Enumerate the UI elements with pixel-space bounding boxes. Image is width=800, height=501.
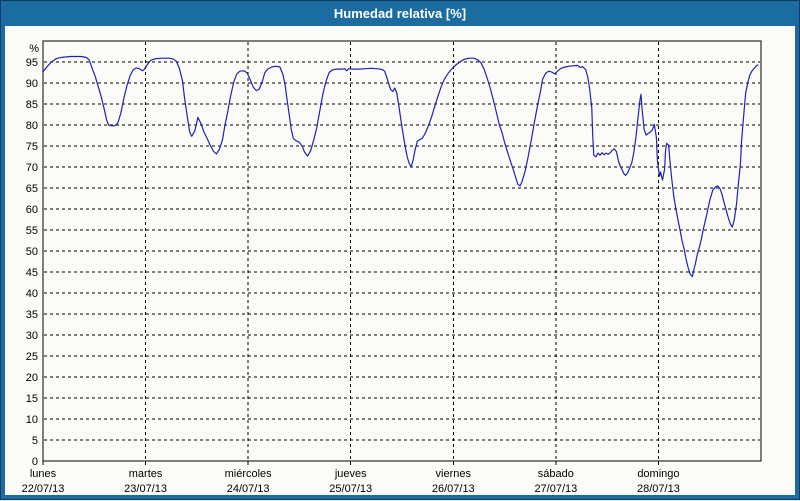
y-tick-label: 40 bbox=[26, 288, 38, 300]
x-date-label: 26/07/13 bbox=[432, 483, 475, 495]
y-tick-label: 65 bbox=[26, 183, 38, 195]
x-day-label: viernes bbox=[436, 468, 472, 480]
chart-title: Humedad relativa [%] bbox=[333, 6, 467, 21]
y-tick-label: 35 bbox=[26, 309, 38, 321]
y-tick-label: 75 bbox=[26, 141, 38, 153]
x-day-label: domingo bbox=[637, 468, 679, 480]
plot-frame bbox=[42, 40, 762, 462]
y-tick-label: 5 bbox=[32, 435, 38, 447]
y-tick-label: 10 bbox=[26, 414, 38, 426]
x-date-label: 24/07/13 bbox=[227, 483, 270, 495]
y-tick-label: 25 bbox=[26, 351, 38, 363]
x-date-label: 22/07/13 bbox=[22, 483, 65, 495]
x-day-label: jueves bbox=[334, 468, 367, 480]
y-tick-label: 30 bbox=[26, 330, 38, 342]
y-tick-label: 0 bbox=[32, 456, 38, 468]
x-day-label: sábado bbox=[538, 468, 574, 480]
x-day-label: martes bbox=[129, 468, 163, 480]
x-date-label: 25/07/13 bbox=[329, 483, 372, 495]
y-tick-label: 45 bbox=[26, 267, 38, 279]
x-day-label: miércoles bbox=[225, 468, 273, 480]
y-tick-label: 15 bbox=[26, 393, 38, 405]
y-tick-label: 60 bbox=[26, 204, 38, 216]
y-tick-label: 90 bbox=[26, 78, 38, 90]
y-tick-label: 70 bbox=[26, 162, 38, 174]
y-tick-label: 80 bbox=[26, 120, 38, 132]
x-date-label: 23/07/13 bbox=[124, 483, 167, 495]
title-bar: Humedad relativa [%] bbox=[1, 1, 799, 26]
y-tick-label: 95 bbox=[26, 57, 38, 69]
y-tick-label: 20 bbox=[26, 372, 38, 384]
y-tick-label: 55 bbox=[26, 225, 38, 237]
y-tick-label: 85 bbox=[26, 99, 38, 111]
y-tick-label: 50 bbox=[26, 246, 38, 258]
humidity-line bbox=[42, 55, 759, 278]
y-axis-unit-label: % bbox=[29, 43, 39, 55]
x-day-label: lunes bbox=[30, 468, 57, 480]
x-date-label: 27/07/13 bbox=[534, 483, 577, 495]
x-date-label: 28/07/13 bbox=[637, 483, 680, 495]
